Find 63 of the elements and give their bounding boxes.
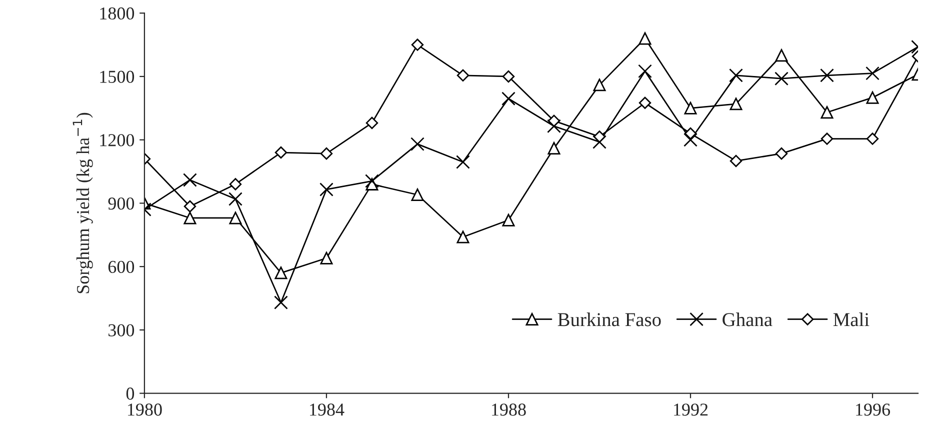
point xyxy=(229,178,242,190)
point xyxy=(638,32,652,45)
point xyxy=(502,214,515,226)
point xyxy=(638,64,652,78)
point xyxy=(502,70,515,83)
point xyxy=(866,91,879,104)
point xyxy=(320,182,334,196)
x-tick-label: 1984 xyxy=(310,404,344,416)
x-tick-label: 1980 xyxy=(128,404,162,416)
point xyxy=(456,155,470,169)
y-tick-label: 900 xyxy=(108,197,134,210)
x-tick-label: 1988 xyxy=(492,404,526,416)
point xyxy=(547,119,561,134)
y-tick-label: 0 xyxy=(126,388,134,400)
y-axis-title: Sorghum yield (kg ha$^{−1}$) xyxy=(72,112,93,294)
point xyxy=(366,116,378,130)
point xyxy=(729,68,743,82)
point xyxy=(274,296,288,310)
legend-label: Burkina Faso xyxy=(558,312,661,326)
point xyxy=(593,130,606,143)
point xyxy=(410,137,424,152)
y-tick-label: 1200 xyxy=(100,134,134,146)
point xyxy=(365,174,379,188)
point xyxy=(320,252,333,264)
point xyxy=(183,173,197,187)
point xyxy=(274,146,288,159)
point xyxy=(592,135,606,149)
point xyxy=(228,192,242,206)
point xyxy=(820,68,834,82)
legend-label: Mali xyxy=(833,312,870,326)
point xyxy=(411,38,424,51)
y-tick-label: 300 xyxy=(108,324,134,336)
point xyxy=(229,212,242,224)
y-tick-label: 1500 xyxy=(100,70,134,83)
point xyxy=(775,49,788,62)
y-tick-label: 1800 xyxy=(100,7,134,20)
point xyxy=(684,127,697,140)
point xyxy=(866,66,880,80)
point xyxy=(502,92,516,106)
point xyxy=(548,142,560,155)
x-tick-label: 1992 xyxy=(674,404,708,416)
point xyxy=(184,200,196,212)
point xyxy=(730,154,742,168)
point xyxy=(730,98,742,110)
x-tick-label: 1996 xyxy=(856,404,890,416)
point xyxy=(684,132,698,147)
point xyxy=(456,230,470,244)
point xyxy=(820,106,834,119)
point xyxy=(820,132,834,145)
point xyxy=(320,147,333,160)
point xyxy=(411,188,424,202)
point xyxy=(548,114,560,127)
point xyxy=(638,96,652,109)
y-tick-label: 600 xyxy=(108,260,134,274)
point xyxy=(866,132,879,145)
point xyxy=(684,102,697,114)
point xyxy=(184,212,196,224)
legend-label: Ghana xyxy=(722,312,772,326)
point xyxy=(775,147,788,160)
point xyxy=(593,78,606,92)
point xyxy=(274,266,288,280)
point xyxy=(774,72,788,86)
point xyxy=(456,69,470,82)
